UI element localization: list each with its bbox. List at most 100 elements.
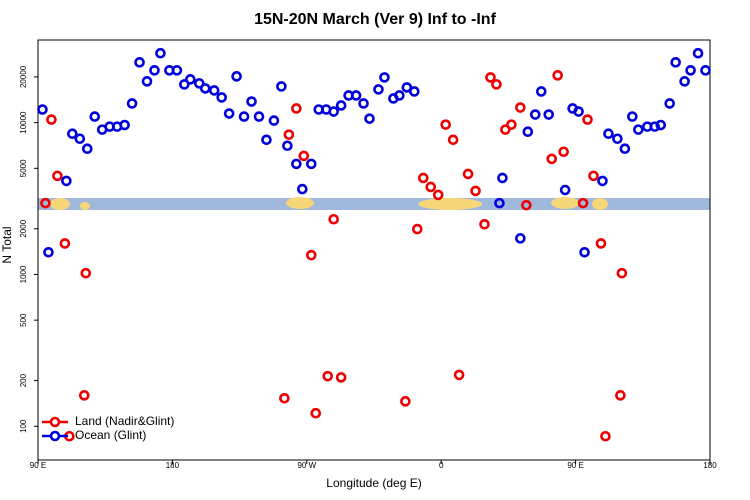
point [231,71,242,82]
point [692,47,704,59]
point [479,218,490,230]
x-axis-label: Longitude (deg E) [326,476,421,490]
x-tick-label: 180 [703,461,717,470]
y-tick-label: 2000 [19,219,28,237]
point [305,158,317,170]
point [373,84,384,95]
chart-title: 15N-20N March (Ver 9) Inf to -Inf [254,11,496,28]
point [597,175,608,187]
point [179,79,190,90]
point [46,114,57,125]
point [379,72,390,83]
point [350,90,362,101]
point [37,104,48,115]
point [310,407,322,419]
x-tick-label: 90 W [297,461,316,470]
point [335,100,347,111]
y-tick-label: 1000 [19,265,28,283]
y-tick-label: 200 [19,373,28,387]
point [216,92,227,103]
point [276,81,287,92]
point [141,76,153,87]
point [134,57,145,68]
point [335,372,347,383]
point [600,430,611,442]
y-tick-label: 100 [19,419,28,433]
point [208,85,220,96]
point [649,121,661,132]
point [616,267,628,279]
point [579,246,590,258]
y-axis-label: N Total [0,226,14,263]
point [291,158,302,170]
point [412,223,423,235]
point [193,78,205,89]
point [283,129,295,140]
point [595,238,607,249]
point [573,106,584,117]
point [440,119,451,130]
point [305,249,317,261]
point [588,170,599,182]
point [633,124,644,135]
legend-marker [49,430,61,442]
point [619,143,631,155]
point [522,126,534,138]
point [529,109,541,120]
point [61,175,72,187]
point [52,170,63,182]
point [500,124,511,135]
point [491,79,502,90]
point [679,76,690,87]
point [74,133,86,145]
point [543,109,555,120]
legend-label: Ocean (Glint) [75,428,146,442]
point [409,86,420,97]
point [700,65,711,76]
point [664,98,675,109]
point [364,113,375,124]
point [603,128,614,140]
point [559,184,571,196]
plot-frame [37,39,711,461]
x-tick-label: 90 E [567,461,583,470]
point [655,119,667,131]
point [238,111,250,122]
point [546,153,558,165]
point [535,86,547,97]
point [80,267,92,279]
point [253,111,265,122]
point [685,65,696,76]
point [462,168,474,180]
point [521,199,532,211]
point [155,47,166,59]
legend-label: Land (Nadir&Glint) [75,414,174,428]
point [470,185,481,197]
point [328,106,339,117]
y-tick-label: 500 [19,313,28,327]
point [119,119,130,131]
point [453,369,465,381]
point [558,146,569,158]
point [447,134,459,146]
x-tick-label: 180 [166,461,180,470]
point [358,98,369,109]
point [268,115,280,126]
point [171,65,183,76]
point [627,111,638,122]
point [126,98,138,109]
point [615,390,626,401]
point [497,172,508,184]
point [185,74,196,85]
y-tick-label: 20000 [19,65,28,88]
point [81,143,93,155]
point [515,102,526,113]
point [328,213,339,225]
x-tick-label: 0 [439,461,444,470]
point [515,233,526,244]
point [246,96,257,107]
point [59,238,71,249]
point [432,189,444,201]
point [223,108,235,119]
